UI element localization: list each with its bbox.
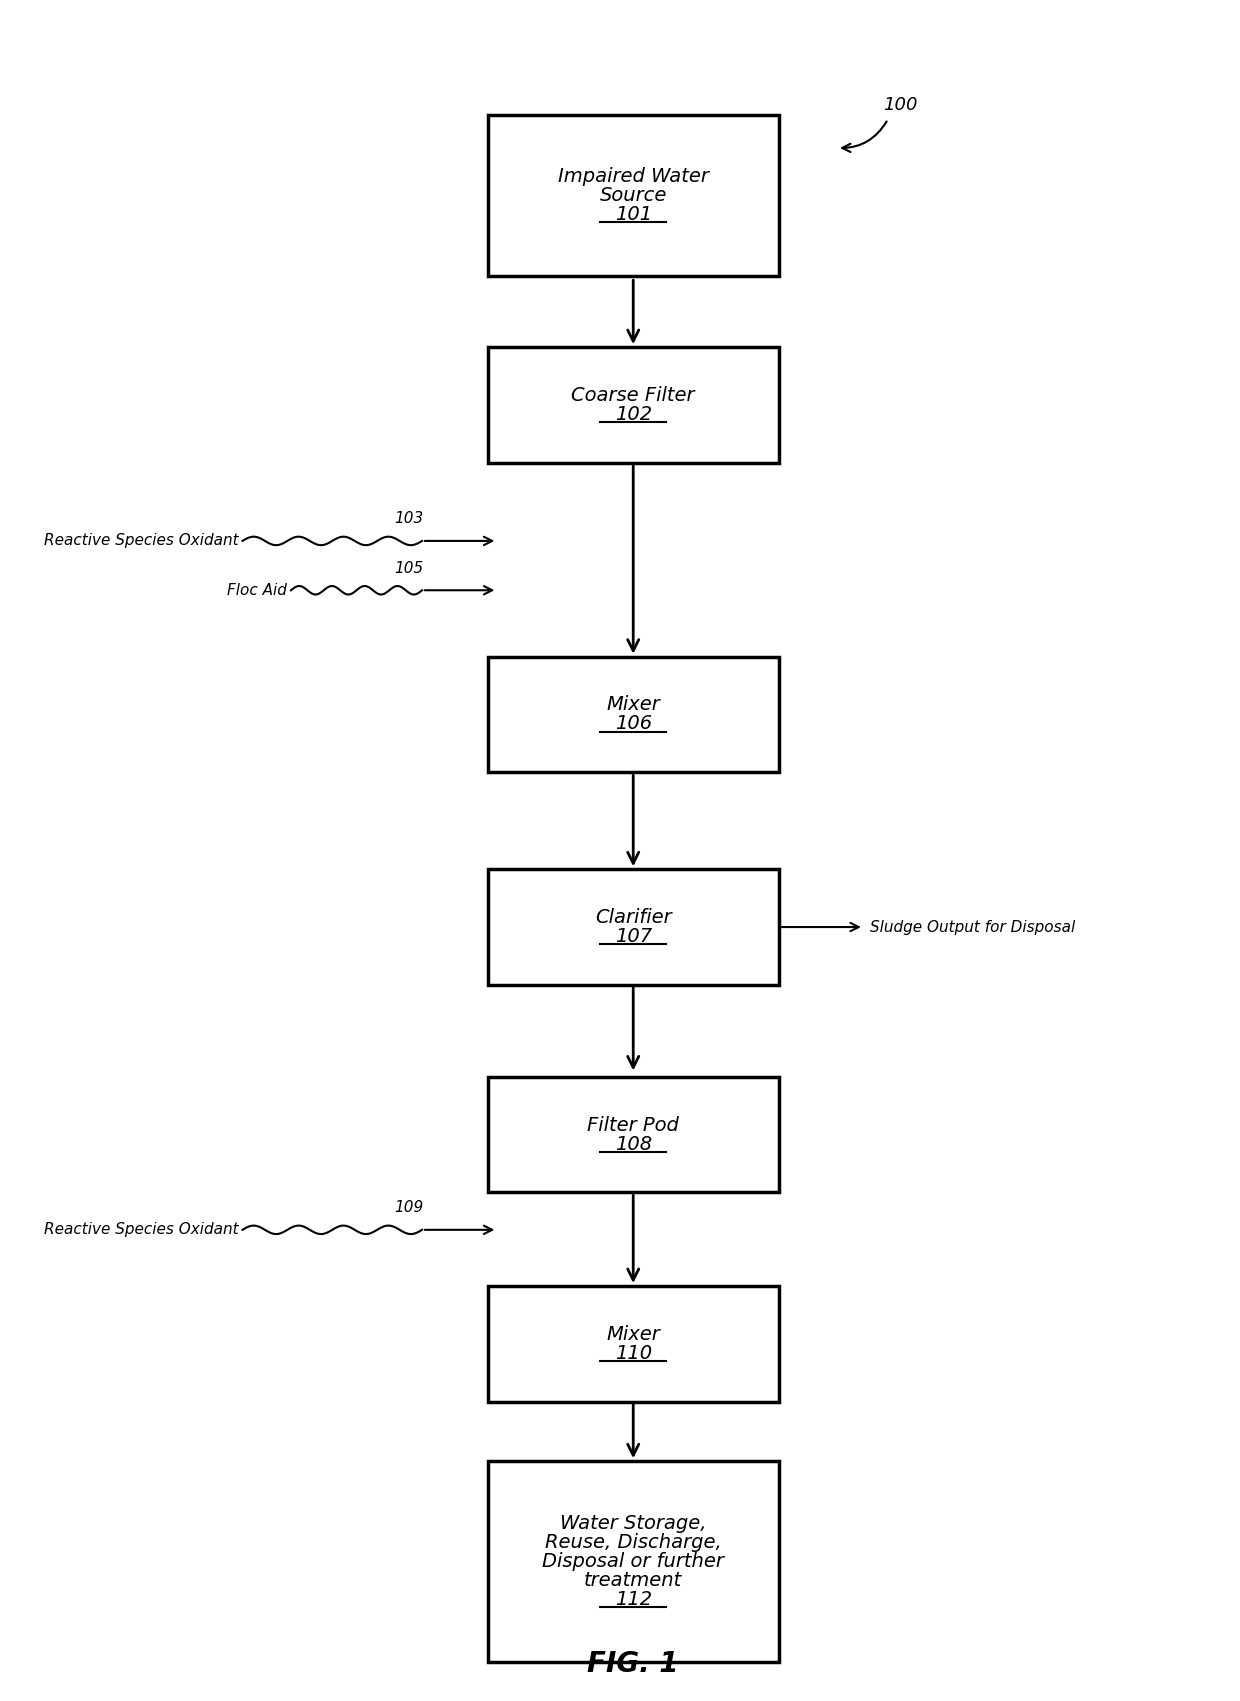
Text: treatment: treatment: [584, 1572, 682, 1590]
Text: Floc Aid: Floc Aid: [227, 583, 288, 597]
Text: Disposal or further: Disposal or further: [542, 1551, 724, 1572]
FancyBboxPatch shape: [487, 116, 779, 276]
Text: Mixer: Mixer: [606, 1325, 660, 1344]
FancyBboxPatch shape: [487, 869, 779, 985]
Text: Impaired Water: Impaired Water: [558, 167, 709, 185]
Text: 110: 110: [615, 1344, 652, 1363]
Text: Sludge Output for Disposal: Sludge Output for Disposal: [870, 920, 1075, 934]
Text: Coarse Filter: Coarse Filter: [572, 386, 694, 405]
Text: 101: 101: [615, 206, 652, 225]
Text: Clarifier: Clarifier: [595, 908, 672, 927]
FancyBboxPatch shape: [487, 657, 779, 772]
Text: Source: Source: [599, 185, 667, 206]
Text: 100: 100: [883, 97, 918, 114]
Text: 102: 102: [615, 405, 652, 424]
FancyBboxPatch shape: [487, 1077, 779, 1192]
Text: Water Storage,: Water Storage,: [560, 1514, 707, 1533]
Text: 112: 112: [615, 1590, 652, 1609]
Text: FIG. 1: FIG. 1: [588, 1650, 680, 1677]
Text: 109: 109: [394, 1201, 423, 1215]
Text: Mixer: Mixer: [606, 696, 660, 714]
Text: 103: 103: [394, 512, 423, 526]
FancyBboxPatch shape: [487, 347, 779, 463]
FancyBboxPatch shape: [487, 1286, 779, 1402]
Text: Reactive Species Oxidant: Reactive Species Oxidant: [45, 1223, 239, 1237]
Text: 106: 106: [615, 714, 652, 733]
Text: 107: 107: [615, 927, 652, 946]
Text: Filter Pod: Filter Pod: [588, 1116, 680, 1135]
Text: 108: 108: [615, 1135, 652, 1153]
Text: Reuse, Discharge,: Reuse, Discharge,: [544, 1533, 722, 1551]
FancyBboxPatch shape: [487, 1461, 779, 1662]
Text: 105: 105: [394, 561, 423, 575]
Text: Reactive Species Oxidant: Reactive Species Oxidant: [45, 534, 239, 548]
